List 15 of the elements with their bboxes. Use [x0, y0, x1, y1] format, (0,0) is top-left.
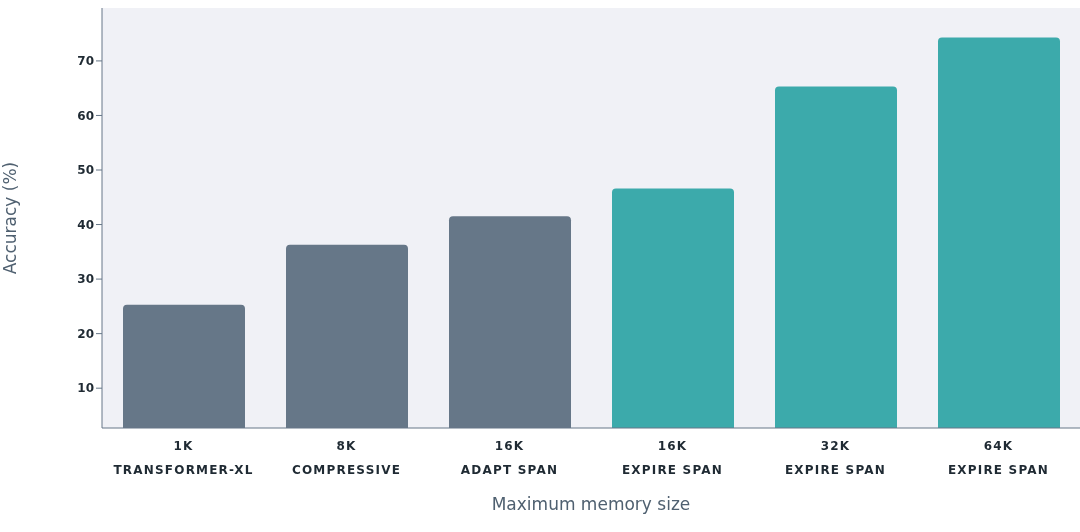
y-tick-label: 60 — [77, 108, 94, 123]
x-tick-label: 64K EXPIRE SPAN — [947, 439, 1050, 477]
x-tick-label: 16K EXPIRE SPAN — [621, 439, 724, 477]
x-tick-label: 32K EXPIRE SPAN — [784, 439, 887, 477]
x-axis-title: Maximum memory size — [491, 494, 691, 514]
y-tick-label: 40 — [77, 217, 94, 232]
x-tick-label: 16K ADAPT SPAN — [460, 439, 559, 477]
y-tick-label: 50 — [77, 163, 94, 178]
y-tick-label: 70 — [77, 54, 94, 69]
y-axis-title: Accuracy (%) — [0, 161, 21, 275]
y-tick-label: 30 — [77, 272, 94, 287]
x-tick-label: 1K TRANSFORMER-XL — [113, 439, 254, 477]
x-tick-label: 8K COMPRESSIVE — [291, 439, 402, 477]
y-tick-label: 10 — [77, 381, 94, 396]
y-tick-label: 20 — [77, 326, 94, 341]
